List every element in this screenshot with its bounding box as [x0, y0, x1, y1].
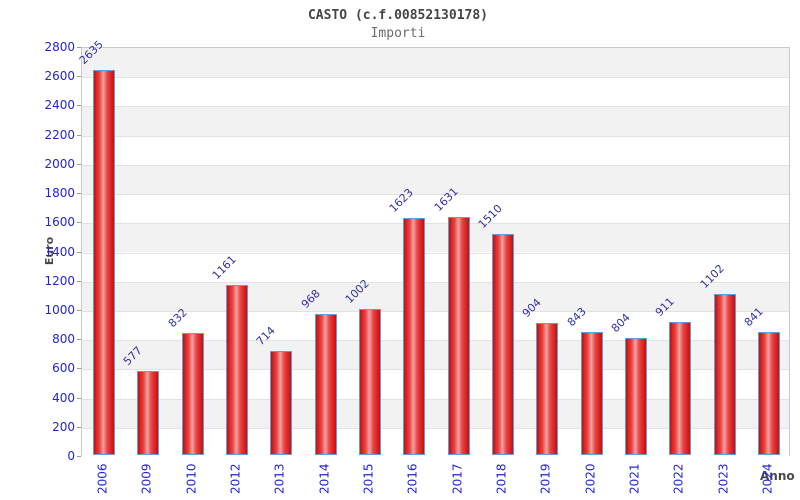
- gridline: [82, 310, 789, 312]
- bar-2013: [270, 350, 293, 455]
- background-band: [82, 77, 789, 107]
- y-tick-mark: [77, 163, 81, 165]
- bar-2020: [580, 331, 603, 455]
- chart-title: CASTO (c.f.00852130178): [307, 8, 488, 23]
- gridline: [82, 106, 789, 108]
- gridline: [82, 223, 789, 225]
- plot-area: 2635 577 832 1161 714 968 1002 1623 1631 1510 904 8…: [77, 38, 790, 457]
- y-tick-label: 2600: [44, 69, 75, 84]
- bar-2017: [447, 216, 470, 455]
- bar-2021: [624, 337, 647, 455]
- y-tick-mark: [77, 339, 81, 341]
- gridline: [82, 164, 789, 166]
- x-tick-label: 2024: [760, 463, 775, 495]
- x-tick-label: 2016: [405, 463, 420, 495]
- y-tick-label: 200: [52, 419, 75, 434]
- y-tick-label: 1200: [44, 273, 75, 288]
- y-tick-mark: [77, 193, 81, 195]
- bar-2022: [669, 321, 692, 455]
- x-tick-label: 2018: [494, 463, 509, 495]
- y-tick-label: 600: [52, 361, 75, 376]
- x-tick-label: 2022: [671, 463, 686, 495]
- background-band: [82, 106, 789, 136]
- bar-2024: [757, 332, 780, 455]
- gridline: [82, 427, 789, 429]
- y-tick-mark: [77, 397, 81, 399]
- bar-2010: [181, 333, 204, 455]
- bar-2023: [713, 294, 736, 455]
- background-band: [82, 252, 789, 282]
- y-tick-label: 800: [52, 332, 75, 347]
- background-band: [82, 48, 789, 78]
- bar-2012: [226, 285, 249, 455]
- y-tick-mark: [77, 105, 81, 107]
- bar-2015: [359, 308, 382, 455]
- y-tick-label: 2000: [44, 156, 75, 171]
- gridline: [82, 281, 789, 283]
- x-tick-label: 2009: [139, 463, 154, 495]
- y-tick-label: 2400: [44, 98, 75, 113]
- background-band: [82, 223, 789, 253]
- bar-2006: [93, 70, 116, 455]
- x-tick-label: 2014: [317, 463, 332, 495]
- y-tick-mark: [77, 47, 81, 48]
- y-tick-label: 2800: [44, 40, 75, 54]
- y-tick-label: 1800: [44, 186, 75, 201]
- gridline: [82, 194, 789, 196]
- x-tick-label: 2015: [361, 463, 376, 495]
- y-tick-mark: [77, 280, 81, 282]
- x-tick-label: 2013: [272, 463, 287, 495]
- y-tick-label: 2200: [44, 127, 75, 142]
- background-band: [82, 164, 789, 195]
- y-tick-label: 1600: [44, 215, 75, 230]
- chart-subtitle: Importi: [370, 26, 426, 41]
- y-tick-mark: [77, 134, 81, 136]
- gridline: [82, 135, 789, 137]
- y-tick-mark: [77, 368, 81, 370]
- x-tick-label: 2012: [228, 463, 243, 495]
- x-tick-label: 2023: [716, 463, 731, 495]
- y-tick-label: 0: [67, 449, 75, 463]
- gridline: [82, 252, 789, 254]
- y-tick-label: 400: [52, 390, 75, 405]
- gridline: [82, 369, 789, 371]
- bar-2016: [403, 217, 426, 455]
- bar-2009: [137, 370, 160, 455]
- y-tick-mark: [77, 222, 81, 224]
- x-tick-label: 2017: [450, 463, 465, 495]
- y-tick-label: 1400: [44, 244, 75, 259]
- gridline: [82, 77, 789, 79]
- background-band: [82, 135, 789, 165]
- y-tick-label: 1000: [44, 302, 75, 317]
- bar-2014: [314, 313, 337, 455]
- background-band: [82, 281, 789, 311]
- x-tick-label: 2021: [627, 463, 642, 495]
- x-tick-label: 2006: [95, 463, 110, 495]
- bar-2019: [536, 322, 559, 455]
- y-tick-mark: [77, 456, 81, 457]
- gridline: [82, 340, 789, 342]
- gridline: [82, 398, 789, 400]
- y-tick-mark: [77, 76, 81, 78]
- x-axis-title: Anno: [760, 469, 795, 483]
- x-tick-label: 2020: [583, 463, 598, 495]
- y-tick-mark: [77, 309, 81, 311]
- y-tick-mark: [77, 251, 81, 253]
- x-tick-label: 2019: [538, 463, 553, 495]
- bar-2018: [491, 234, 514, 455]
- y-tick-mark: [77, 426, 81, 428]
- background-band: [82, 194, 789, 224]
- x-tick-label: 2010: [184, 463, 199, 495]
